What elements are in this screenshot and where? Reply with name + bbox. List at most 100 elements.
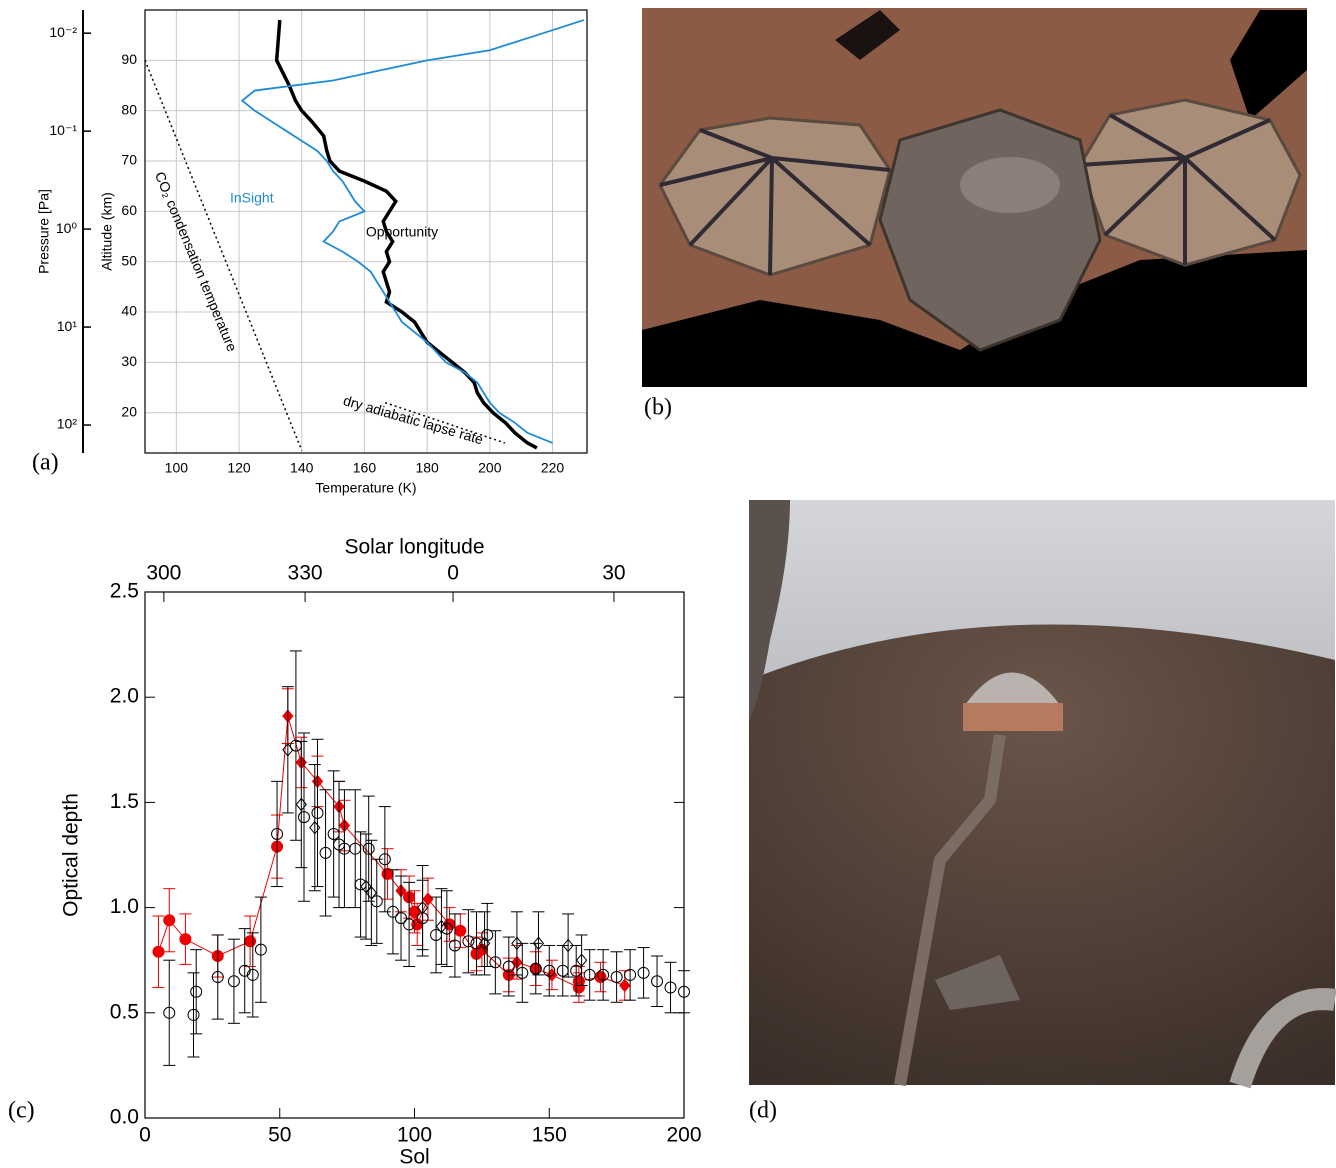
point (651, 975, 664, 988)
point (532, 936, 545, 951)
point (594, 971, 607, 984)
point (254, 943, 267, 956)
photo-ground (749, 624, 1335, 1085)
lander-deck (960, 157, 1060, 213)
point (246, 968, 259, 981)
point (152, 945, 165, 958)
y2-tick-label: 10⁰ (56, 220, 78, 236)
point (327, 827, 340, 840)
x-tick-label: 200 (478, 460, 502, 476)
panel-label: (b) (644, 395, 672, 421)
photo-mask (1230, 10, 1307, 120)
point (319, 846, 332, 859)
series-line (384, 401, 506, 444)
series-annotation: InSight (230, 190, 274, 206)
y-axis-label: Altitude (km) (99, 192, 115, 271)
point (619, 978, 631, 993)
point (416, 900, 429, 915)
y-tick-label: 40 (121, 303, 137, 319)
x-tick-label: 100 (397, 1124, 432, 1147)
x2-tick-label: 330 (288, 562, 323, 585)
point (179, 933, 192, 946)
photo-lander (642, 8, 1307, 387)
plot-frame (144, 9, 588, 454)
photo-shadow (835, 10, 900, 60)
panel-spokes (659, 113, 1277, 276)
x-tick-label: 150 (532, 1124, 567, 1147)
x2-tick-label: 0 (447, 562, 459, 585)
y-tick-label: 1.5 (110, 790, 139, 813)
x-axis-label: Sol (399, 1146, 429, 1168)
point (365, 886, 378, 900)
y-tick-label: 60 (121, 202, 137, 218)
y2-tick-label: 10¹ (57, 318, 78, 334)
point (187, 1008, 200, 1021)
series-line (274, 19, 538, 450)
y-tick-label: 2.0 (110, 685, 139, 708)
y-tick-label: 20 (121, 403, 137, 419)
y-tick-label: 80 (121, 101, 137, 117)
point (624, 968, 637, 981)
series-annotation: Opportunity (366, 224, 438, 240)
x-tick-label: 160 (353, 460, 377, 476)
tether (894, 734, 1006, 1087)
x-tick-label: 200 (666, 1124, 701, 1147)
photo-arm (749, 500, 790, 720)
point (349, 842, 362, 855)
panel-label: (d) (749, 1098, 777, 1124)
point (529, 962, 542, 975)
point (282, 743, 294, 757)
point (478, 936, 491, 951)
seismometer-skirt (963, 703, 1063, 731)
panel-label: (c) (8, 1098, 35, 1124)
series-line (240, 19, 585, 444)
point (311, 806, 324, 819)
series-line (158, 715, 625, 989)
point (395, 912, 408, 925)
point (502, 960, 515, 973)
panel-label: (a) (32, 450, 59, 476)
x2-tick-label: 300 (146, 562, 181, 585)
point (448, 939, 461, 952)
point (489, 956, 502, 969)
point (435, 919, 448, 934)
y2-tick-label: 10² (57, 416, 78, 432)
x-tick-label: 140 (290, 460, 314, 476)
point (637, 966, 650, 979)
x-tick-label: 100 (165, 460, 189, 476)
point (562, 938, 574, 953)
point (470, 937, 483, 950)
point (295, 797, 307, 812)
x-tick-label: 220 (541, 460, 565, 476)
y-tick-label: 90 (121, 51, 137, 67)
rock (935, 955, 1020, 1010)
point (583, 968, 596, 981)
point (244, 935, 257, 948)
x2-tick-label: 30 (602, 562, 625, 585)
plot-frame (144, 591, 685, 1119)
series-line (144, 60, 303, 451)
point (664, 981, 677, 994)
point (610, 971, 623, 984)
series-annotation: dry adiabatic lapse rate (342, 392, 486, 447)
point (309, 820, 321, 835)
point (298, 811, 311, 824)
x-tick-label: 0 (139, 1124, 151, 1147)
point (362, 842, 375, 855)
y-tick-label: 0.0 (110, 1106, 139, 1129)
y2-tick-label: 10⁻¹ (49, 122, 77, 138)
point (190, 985, 203, 998)
y-tick-label: 2.5 (110, 580, 139, 603)
point (163, 914, 176, 927)
photo-seismometer (749, 500, 1336, 1089)
point (227, 975, 240, 988)
point (443, 918, 456, 931)
x-tick-label: 120 (227, 460, 251, 476)
point (511, 936, 523, 951)
point (575, 953, 588, 967)
y-tick-label: 30 (121, 353, 137, 369)
point (462, 935, 475, 948)
lander-leg (1229, 988, 1336, 1089)
